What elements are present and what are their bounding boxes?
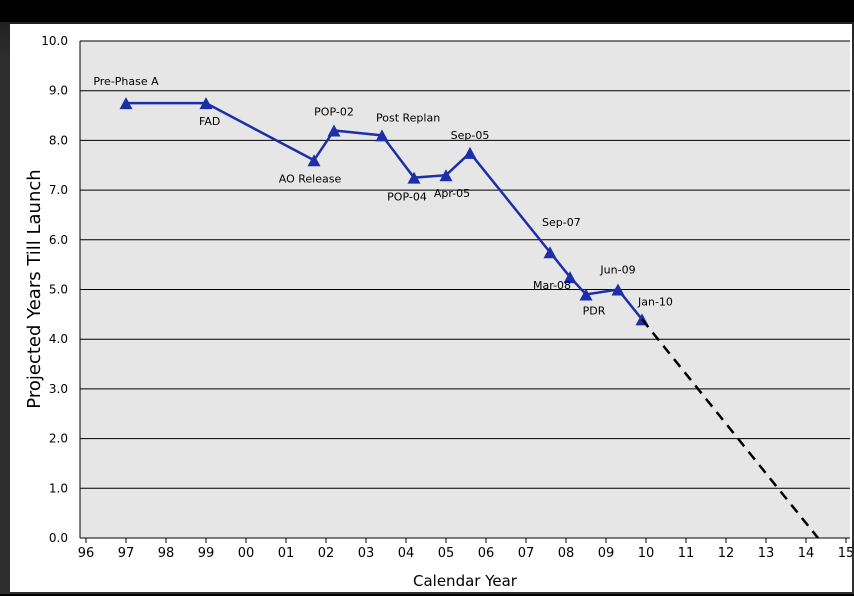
data-point-label: Sep-05 — [451, 129, 490, 142]
y-tick-label: 4.0 — [49, 332, 68, 346]
x-tick-label: 11 — [678, 546, 695, 561]
data-point-marker — [375, 129, 389, 142]
data-point-label: Jan-10 — [637, 295, 673, 308]
data-point-marker — [543, 246, 557, 259]
y-tick-label: 2.0 — [49, 432, 68, 446]
data-point-label: Post Replan — [376, 111, 440, 124]
y-tick-label: 6.0 — [49, 233, 68, 247]
data-point-label: Jun-09 — [599, 264, 635, 277]
projected-launch-chart: 0.0 1.0 2.0 3.0 4.0 5.0 6.0 7.0 8.0 9.0 10.0 96 97 98… — [24, 34, 854, 590]
data-point-marker — [307, 154, 321, 167]
x-tick-label: 09 — [598, 546, 615, 561]
y-tick-label: 9.0 — [49, 84, 68, 98]
data-point-marker — [563, 271, 577, 284]
x-tick-label: 97 — [118, 546, 135, 561]
data-point-marker — [463, 146, 477, 159]
y-tick-label: 3.0 — [49, 382, 68, 396]
x-tick-label: 96 — [78, 546, 95, 561]
data-point-marker — [327, 124, 341, 137]
data-point-label: POP-02 — [314, 105, 354, 118]
x-tick-label: 05 — [438, 546, 455, 561]
data-point-label: Apr-05 — [434, 187, 470, 200]
x-tick-label: 10 — [638, 546, 655, 561]
x-tick-label: 99 — [198, 546, 215, 561]
x-tick-label: 02 — [318, 546, 335, 561]
y-tick-label: 7.0 — [49, 183, 68, 197]
x-tick-label: 15 — [838, 546, 852, 561]
x-axis-label: Calendar Year — [413, 572, 518, 590]
data-point-label: PDR — [583, 304, 606, 317]
data-point-marker — [199, 97, 213, 110]
chart-panel: 0.0 1.0 2.0 3.0 4.0 5.0 6.0 7.0 8.0 9.0 10.0 96 97 98… — [10, 24, 854, 592]
x-tick-label: 98 — [158, 546, 175, 561]
data-point-label: FAD — [199, 115, 220, 128]
data-point-label: Mar-08 — [533, 279, 571, 292]
x-tick-label: 07 — [518, 546, 535, 561]
data-point-marker — [407, 171, 421, 184]
x-tick-label: 12 — [718, 546, 735, 561]
y-tick-label: 8.0 — [49, 133, 68, 147]
y-tick-label: 5.0 — [49, 283, 68, 297]
x-tick-label: 03 — [358, 546, 375, 561]
x-tick-label: 08 — [558, 546, 575, 561]
x-tick-label: 13 — [758, 546, 775, 561]
data-point-label: Pre-Phase A — [93, 75, 159, 88]
x-tick-label: 04 — [398, 546, 415, 561]
data-point-marker — [439, 169, 453, 182]
y-tick-label: 1.0 — [49, 481, 68, 495]
data-point-label: POP-04 — [387, 191, 427, 204]
data-point-marker — [579, 288, 593, 301]
y-tick-label: 10.0 — [41, 34, 68, 48]
x-tick-label: 14 — [798, 546, 815, 561]
y-tick-label: 0.0 — [49, 531, 68, 545]
projection-dashed-line — [641, 318, 819, 539]
data-point-label: Sep-07 — [542, 216, 581, 229]
x-tick-label: 01 — [278, 546, 295, 561]
x-tick-label: 06 — [478, 546, 495, 561]
title-strip — [0, 0, 854, 22]
y-axis-label: Projected Years Till Launch — [24, 169, 45, 408]
data-point-marker — [611, 283, 625, 296]
x-tick-label: 00 — [238, 546, 255, 561]
data-point-marker — [119, 97, 133, 110]
data-point-label: AO Release — [279, 172, 342, 185]
